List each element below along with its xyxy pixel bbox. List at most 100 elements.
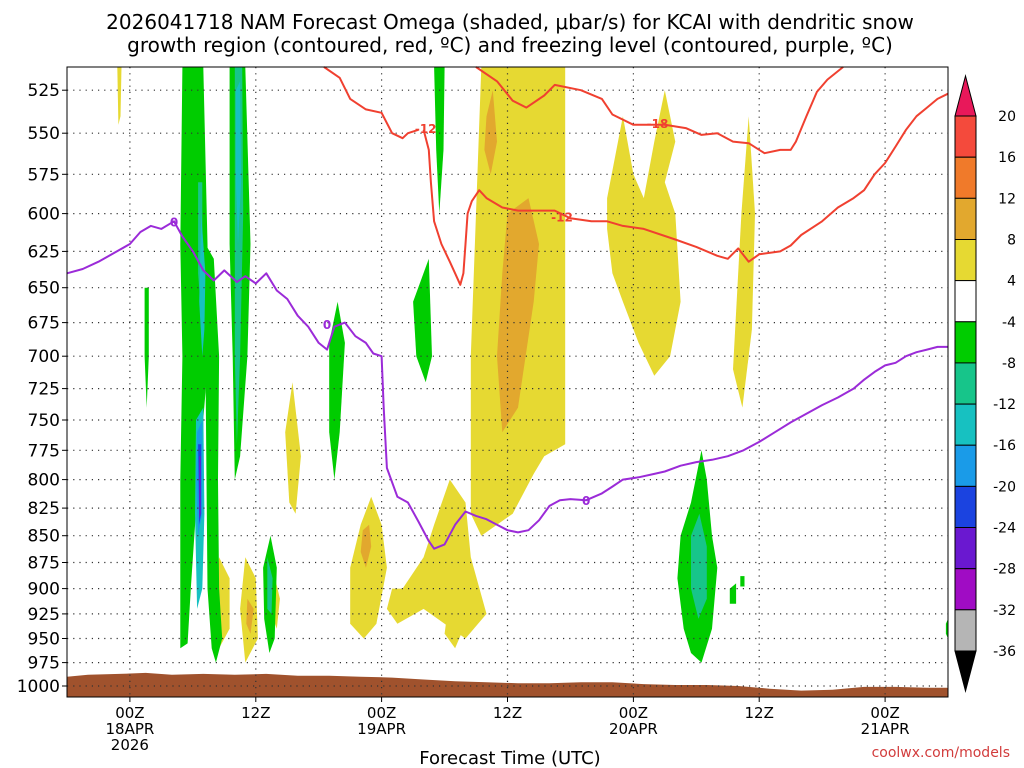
colorbar-segment-3 [954,239,977,282]
y-tick-label-775: 775 [28,441,60,461]
x-tick-label-54-0: 00Z [619,704,648,722]
y-tick-label-975: 975 [28,654,60,674]
colorbar-segment-10 [954,527,977,570]
omega-region-2 [484,90,497,175]
x-tick-label-42-0: 12Z [493,704,522,722]
colorbar-label-12: -32 [993,603,1016,619]
y-tick-label-800: 800 [28,471,60,491]
contour-line-0 [323,66,419,140]
terrain-fill [67,672,948,697]
colorbar-top-arrow [954,74,977,117]
omega-region-31 [729,583,737,604]
colorbar-label-6: -8 [1002,356,1016,372]
contour-lines [66,66,949,550]
colorbar-label-3: 8 [1007,233,1016,249]
colorbar-bottom-arrow [954,650,977,693]
contour-line-2 [475,66,844,155]
colorbar-label-10: -24 [993,521,1016,537]
colorbar-segment-6 [954,362,977,405]
y-tick-label-875: 875 [28,554,60,574]
y-tick-label-950: 950 [28,630,60,650]
x-tick-label-78-1: 21APR [861,720,910,738]
y-axis: 525 550 575 600 625 650 675 700 725 750 775 800 825 8… [17,81,67,697]
x-tick-label-18-0: 12Z [241,704,270,722]
colorbar-segment-5 [954,321,977,364]
omega-region-26 [267,557,273,614]
omega-region-15 [117,67,122,125]
chart-title-line-2: growth region (contoured, red, ºC) and f… [127,33,893,57]
colorbar-label-8: -16 [993,438,1016,454]
colorbar-segment-0 [954,115,977,158]
omega-region-14 [740,301,749,383]
colorbar-label-0: 20 [998,109,1016,125]
y-tick-label-1000: 1000 [17,677,60,697]
x-tick-label-54-1: 20APR [609,720,658,738]
colorbar-segment-1 [954,156,977,199]
colorbar-label-13: -36 [993,644,1016,660]
omega-region-16 [180,67,209,649]
colorbar-label-1: 16 [998,150,1016,166]
colorbar-label-4: 4 [1007,274,1016,290]
y-tick-label-725: 725 [28,380,60,400]
contour-label-1: -12 [551,211,573,225]
colorbar-segment-4 [954,280,977,323]
omega-region-27 [434,67,445,214]
omega-region-17 [205,244,223,663]
omega-region-11 [285,382,301,514]
omega-region-5 [350,496,387,639]
omega-region-6 [360,524,372,568]
contour-label-0: -12 [415,122,437,136]
y-tick-label-575: 575 [28,165,60,185]
omega-region-4 [444,593,466,649]
colorbar-segment-8 [954,444,977,487]
x-tick-label-6-1: 18APR [105,720,154,738]
chart-title-line-1: 2026041718 NAM Forecast Omega (shaded, μ… [106,10,914,34]
contour-label-3: 0 [170,215,178,229]
x-tick-label-6-0: 00Z [115,704,144,722]
contour-label-5: 0 [582,494,590,508]
omega-region-1 [497,198,539,433]
omega-region-22 [235,81,242,244]
y-tick-label-900: 900 [28,580,60,600]
credit-text: coolwx.com/models [872,745,1010,761]
y-tick-label-850: 850 [28,527,60,547]
y-tick-label-925: 925 [28,605,60,625]
omega-region-3 [386,479,487,639]
colorbar-label-9: -20 [993,479,1016,495]
omega-region-37 [199,456,201,520]
y-tick-label-675: 675 [28,314,60,334]
x-tick-label-30-1: 19APR [357,720,406,738]
contour-line-1 [422,92,949,286]
y-tick-label-600: 600 [28,205,60,225]
x-axis-label: Forecast Time (UTC) [419,748,600,768]
x-tick-label-30-0: 00Z [367,704,396,722]
colorbar-segment-7 [954,403,977,446]
y-tick-label-750: 750 [28,411,60,431]
x-tick-label-78-0: 00Z [870,704,899,722]
y-tick-label-650: 650 [28,279,60,299]
colorbar-label-5: -4 [1002,315,1016,331]
contour-labels: -12 -12 -18 0 0 0 [170,117,669,508]
x-tick-label-6-2: 2026 [111,736,149,754]
colorbar-label-11: -28 [993,562,1016,578]
omega-region-19 [199,213,206,357]
contour-label-4: 0 [323,318,331,332]
omega-region-30 [691,513,707,619]
colorbar-segment-9 [954,485,977,529]
contour-label-2: -18 [647,117,669,131]
omega-region-9 [246,598,254,634]
colorbar: 20 16 12 8 4 -4 -8 -12 -16 -20 -24 -28 -32 -36 [954,74,1016,693]
y-tick-label-550: 550 [28,124,60,144]
omega-region-33 [945,618,948,639]
contour-line-3 [66,220,948,550]
colorbar-segment-2 [954,197,977,241]
omega-region-12 [607,90,681,376]
colorbar-label-2: 12 [998,191,1016,207]
y-tick-label-825: 825 [28,499,60,519]
colorbar-segment-11 [954,568,977,611]
terrain-polygon [67,672,948,697]
colorbar-segment-12 [954,609,977,652]
y-tick-label-525: 525 [28,81,60,101]
